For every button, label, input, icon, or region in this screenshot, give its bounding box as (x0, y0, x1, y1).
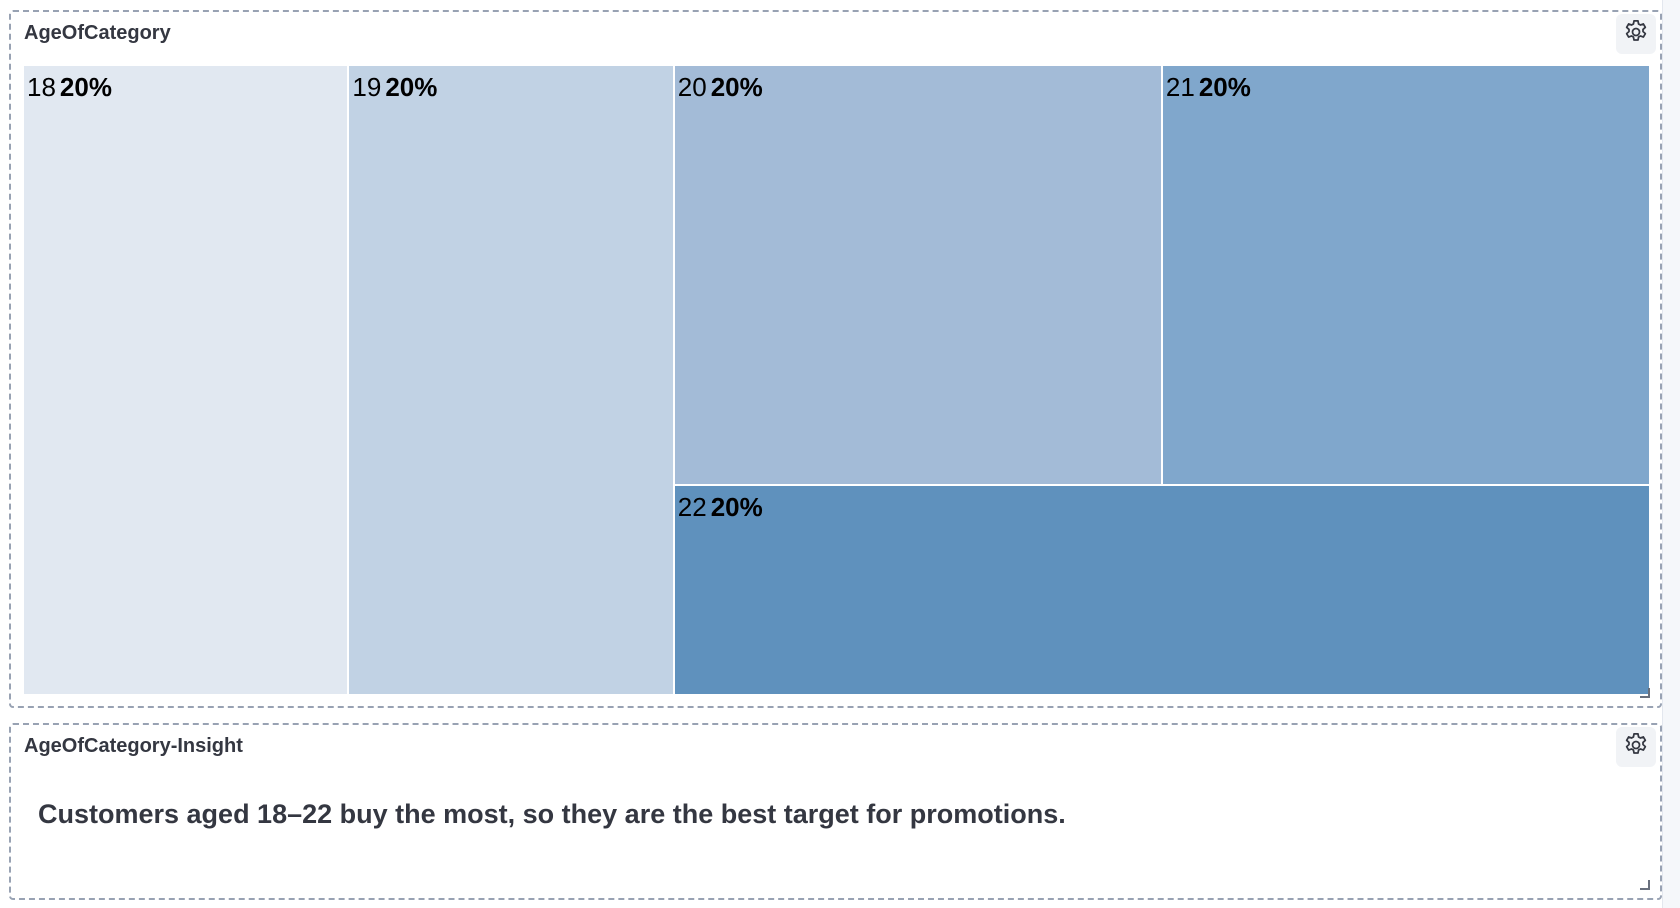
settings-button[interactable] (1616, 727, 1656, 767)
treemap-tile-18[interactable]: 18 20% (24, 66, 350, 696)
tile-category: 22 (677, 492, 707, 522)
panel-title: AgeOfCategory-Insight (24, 735, 243, 757)
tile-category: 20 (677, 72, 707, 102)
insight-panel: AgeOfCategory-Insight Customers aged 18–… (9, 723, 1662, 900)
treemap-chart: 18 20% 19 20% 20 20% 21 20% 22 20% (24, 66, 1651, 696)
gear-icon (1622, 18, 1650, 51)
treemap-tile-21[interactable]: 21 20% (1162, 66, 1651, 486)
insight-text: Customers aged 18–22 buy the most, so th… (38, 799, 1066, 829)
settings-button[interactable] (1616, 14, 1656, 54)
tile-percent: 20% (59, 72, 112, 102)
tile-label: 18 20% (27, 72, 112, 103)
treemap-tile-19[interactable]: 19 20% (349, 66, 675, 696)
tile-label: 19 20% (352, 72, 437, 103)
treemap-tile-22[interactable]: 22 20% (674, 486, 1651, 696)
panel-title: AgeOfCategory (24, 22, 171, 44)
tile-percent: 20% (710, 72, 763, 102)
tile-category: 19 (352, 72, 382, 102)
resize-handle[interactable] (1640, 688, 1650, 698)
resize-handle[interactable] (1640, 880, 1650, 890)
tile-percent: 20% (1198, 72, 1251, 102)
tile-label: 21 20% (1166, 72, 1251, 103)
tile-label: 22 20% (678, 492, 763, 523)
tile-category: 18 (27, 72, 56, 102)
tile-category: 21 (1165, 72, 1195, 102)
treemap-tile-20[interactable]: 20 20% (674, 66, 1163, 486)
tile-percent: 20% (710, 492, 763, 522)
right-scroll-rail[interactable] (1662, 0, 1680, 908)
chart-panel: AgeOfCategory 18 20% 19 20% 20 20% 21 20% 22 20% (9, 10, 1662, 708)
tile-percent: 20% (385, 72, 438, 102)
tile-label: 20 20% (678, 72, 763, 103)
gear-icon (1622, 731, 1650, 764)
